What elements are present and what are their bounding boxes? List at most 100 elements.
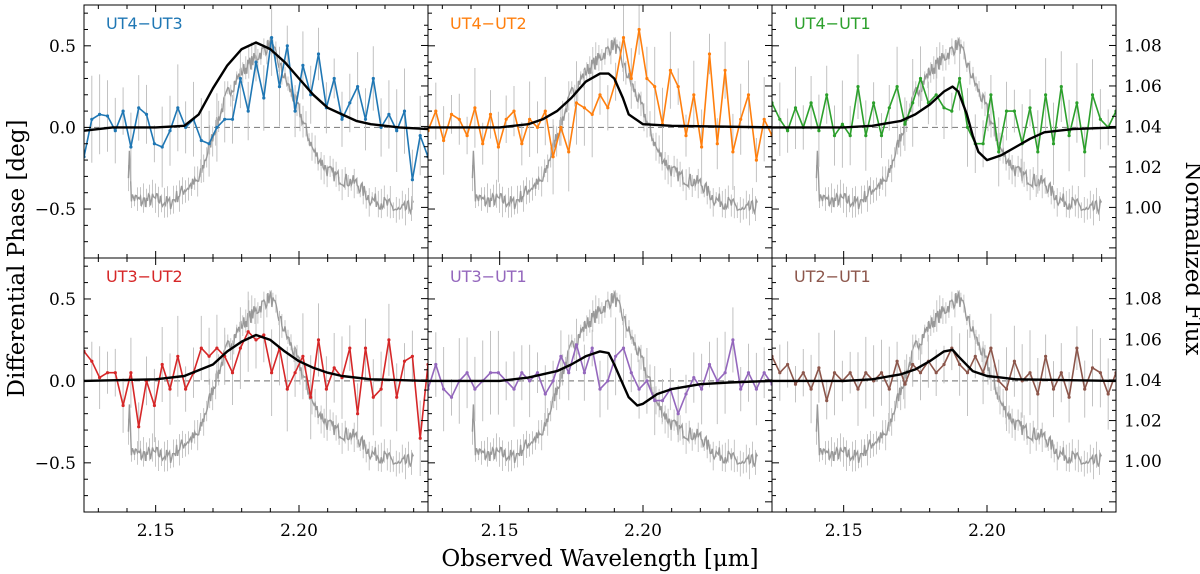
phase-data-point (223, 117, 227, 121)
y-tick-label: −0.5 (35, 454, 76, 474)
x-tick-label: 2.15 (825, 521, 863, 541)
phase-data-point (465, 134, 469, 138)
phase-data-point (356, 85, 360, 89)
panel-plot-area (84, 289, 428, 480)
phase-data-point (176, 106, 180, 110)
phase-data-point (528, 117, 532, 121)
phase-data-point (1067, 395, 1071, 399)
phase-data-point (715, 142, 719, 146)
panel-frame (771, 257, 1117, 513)
phase-data-point (973, 354, 977, 358)
panel-plot-area (772, 36, 1116, 226)
phase-data-point (270, 36, 274, 40)
phase-data-point (1004, 109, 1009, 113)
phase-data-point (473, 106, 477, 110)
phase-data-point (574, 343, 579, 347)
phase-data-point (1067, 134, 1071, 138)
phase-data-point (1098, 117, 1102, 121)
x-tick-label: 2.20 (968, 521, 1006, 541)
y2-tick-label: 1.04 (1124, 117, 1162, 137)
flux-spectrum-line (471, 36, 759, 216)
phase-data-point (746, 93, 751, 97)
phase-data-point (184, 387, 188, 391)
phase-data-point (692, 376, 696, 380)
phase-data-point (567, 150, 571, 154)
phase-data-point (598, 93, 602, 97)
phase-data-point (700, 145, 704, 149)
phase-data-point (793, 382, 798, 386)
phase-data-point (864, 371, 868, 375)
phase-data-point (934, 93, 938, 97)
flux-spectrum-line (471, 289, 759, 467)
phase-data-point (1059, 85, 1063, 89)
phase-data-point (801, 371, 805, 375)
phase-data-point (809, 387, 813, 391)
x-axis-title: Observed Wavelength [μm] (441, 546, 758, 572)
phase-data-point (301, 63, 305, 67)
phase-data-point (778, 117, 782, 121)
phase-data-point (199, 346, 203, 350)
phase-data-point (1028, 371, 1032, 375)
phase-data-point (629, 371, 633, 375)
phase-data-point (684, 392, 688, 396)
y2-tick-label: 1.06 (1124, 77, 1162, 97)
phase-data-point (762, 371, 766, 375)
phase-data-point (356, 412, 360, 416)
axes-text-layer: Observed Wavelength [μm] Differential Ph… (4, 120, 1200, 572)
phase-data-point (207, 142, 211, 146)
phase-data-point (825, 93, 829, 97)
phase-data-point (230, 117, 235, 121)
panel-plot-area (84, 5, 428, 226)
phase-data-point (840, 122, 845, 126)
phase-data-point (645, 76, 649, 81)
x-tick-label: 2.20 (280, 521, 318, 541)
phase-data-point (1083, 150, 1087, 154)
phase-data-point (958, 362, 962, 367)
phase-data-point (598, 387, 602, 391)
phase-data-point (864, 134, 868, 138)
phase-data-point (371, 76, 375, 81)
phase-data-point (1012, 109, 1017, 113)
phase-data-point (520, 142, 524, 146)
phase-data-point (965, 371, 970, 375)
phase-data-point (293, 371, 297, 375)
phase-data-point (332, 366, 336, 370)
phase-data-point (176, 354, 180, 358)
phase-data-point (316, 52, 321, 56)
panel-label: UT3−UT1 (450, 267, 527, 286)
phase-data-point (113, 129, 117, 133)
phase-data-point (246, 109, 250, 113)
phase-data-point (1106, 392, 1110, 396)
phase-data-point (653, 399, 657, 403)
flux-spectrum-line (815, 36, 1103, 216)
phase-data-point (958, 76, 962, 81)
phase-data-point (606, 106, 610, 110)
phase-data-point (215, 125, 219, 129)
phase-data-point (410, 178, 414, 182)
phase-data-point (262, 333, 266, 337)
phase-data-point (254, 60, 258, 64)
phase-data-point (1036, 392, 1040, 396)
phase-data-point (1059, 371, 1063, 375)
phase-data-point (629, 76, 633, 81)
panel-ut3-ut1: UT3−UT1 2.15 2.20 (427, 257, 773, 541)
phase-data-point (168, 129, 172, 133)
phase-data-point (739, 117, 743, 121)
phase-data-point (105, 114, 110, 118)
phase-data-point (817, 366, 821, 370)
panels-layer: UT4−UT3 −0.5 0.0 0.5 UT4−UT2 UT4−UT1 1.00 1.02 1… (35, 4, 1162, 541)
phase-data-point (590, 112, 594, 116)
phase-data-point (903, 122, 907, 126)
phase-data-point (1075, 101, 1079, 105)
phase-data-point (238, 76, 242, 81)
phase-data-point (739, 387, 743, 391)
phase-data-point (989, 93, 993, 97)
phase-data-point (786, 129, 790, 133)
phase-data-point (363, 117, 368, 121)
phase-data-point (1044, 93, 1048, 97)
model-curve (84, 333, 428, 383)
y2-tick-label: 1.02 (1124, 412, 1162, 432)
phase-data-point (121, 109, 125, 113)
phase-data-point (481, 142, 485, 146)
phase-data-point (512, 387, 516, 391)
